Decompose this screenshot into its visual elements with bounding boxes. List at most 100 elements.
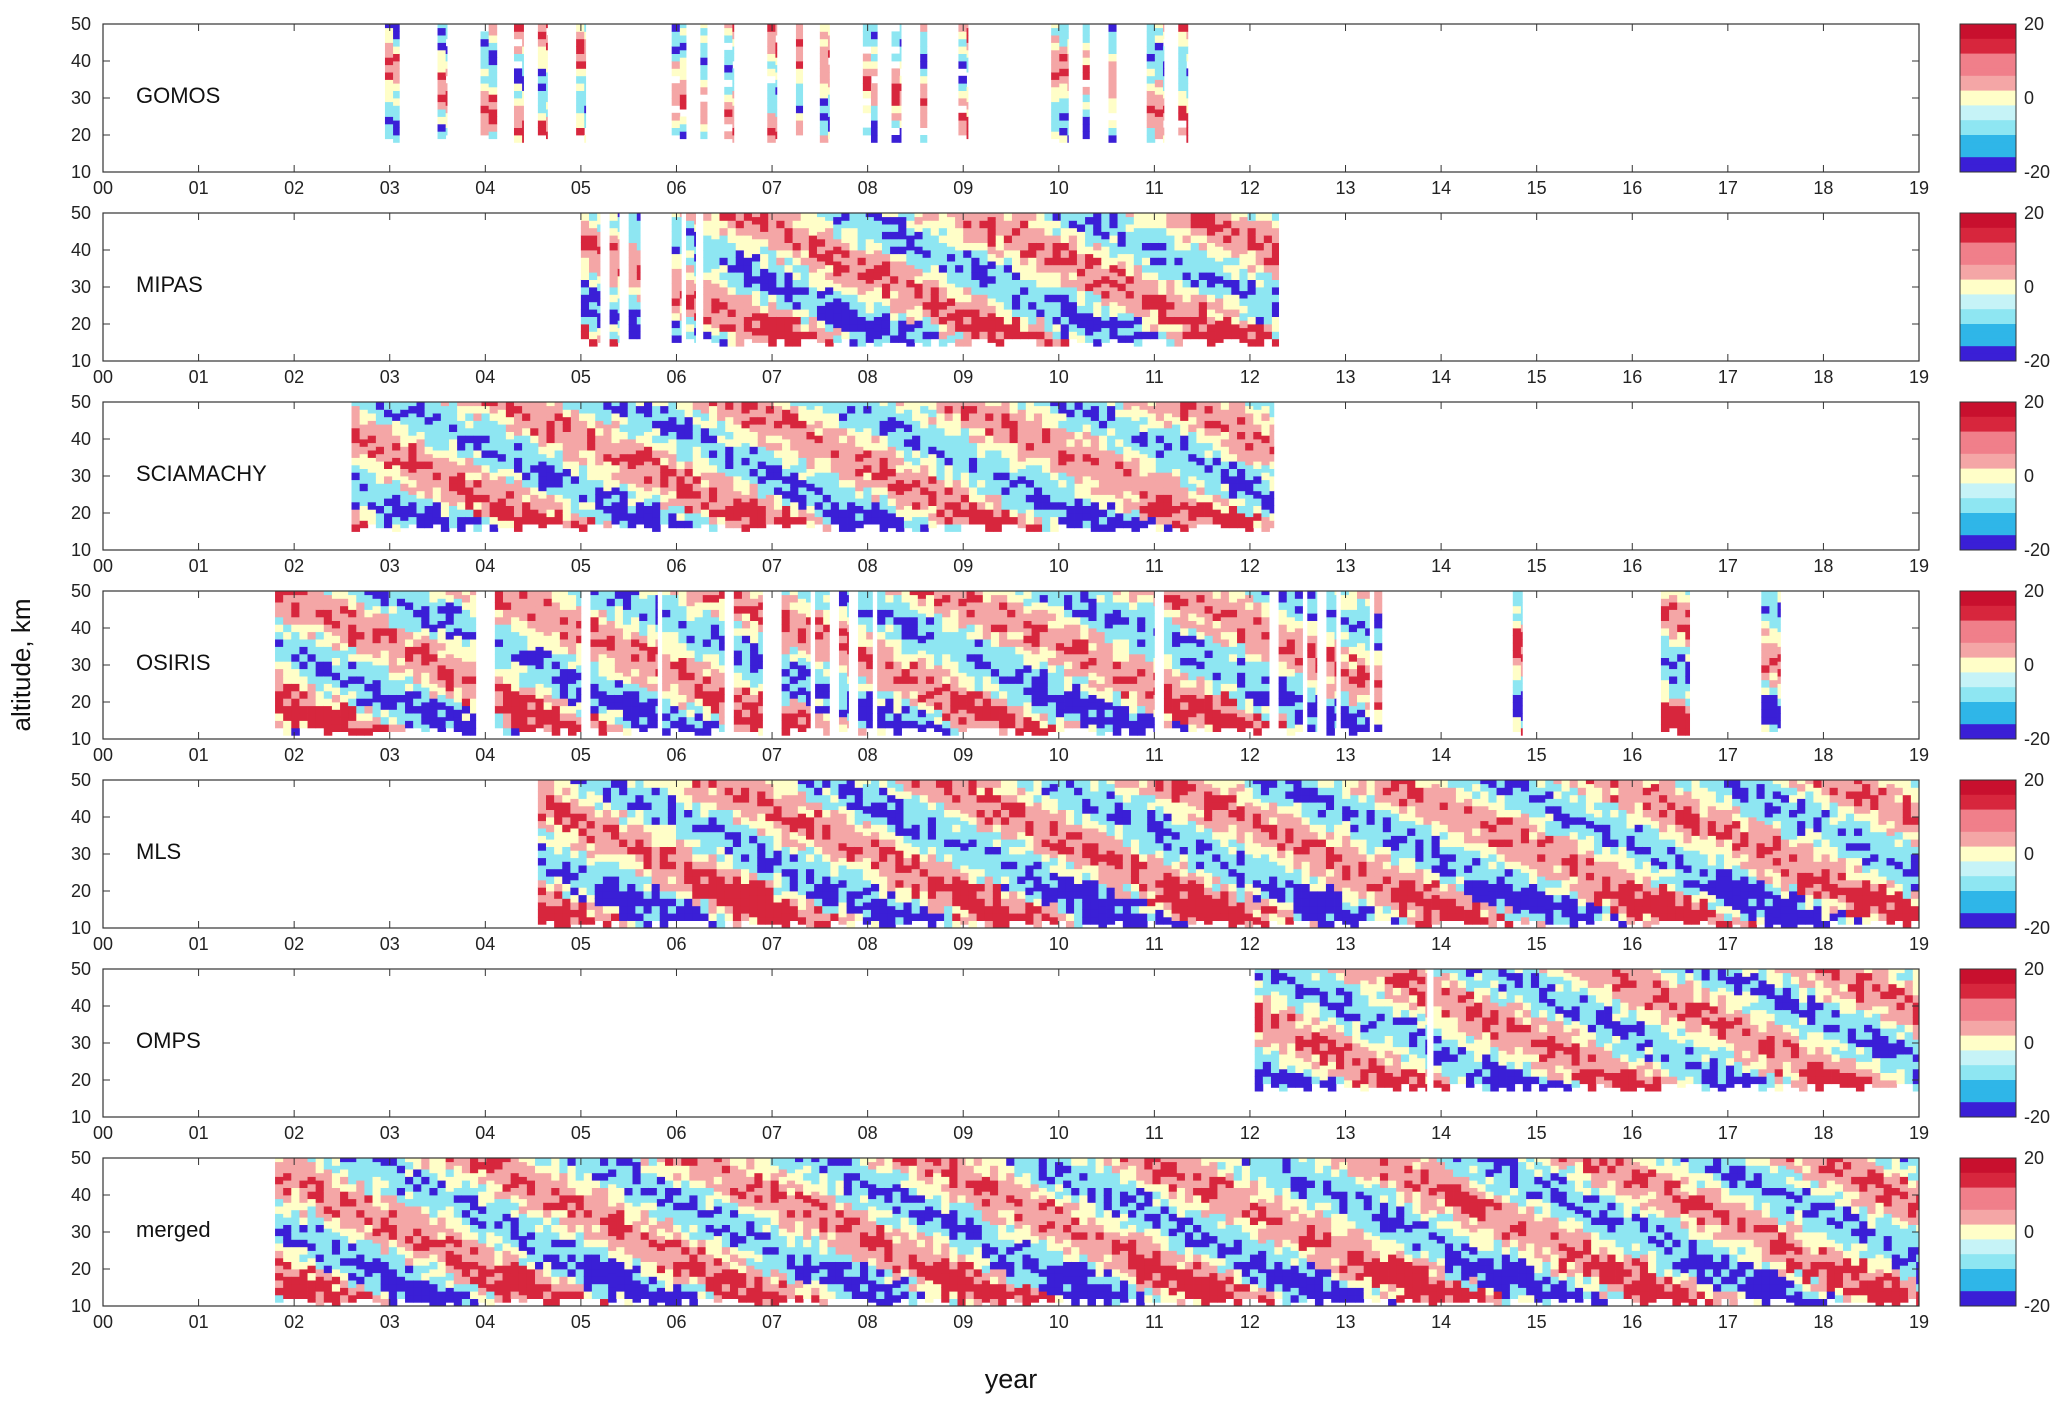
heatmap-cell bbox=[768, 294, 777, 302]
heatmap-cell bbox=[392, 487, 401, 495]
heatmap-cell bbox=[1118, 254, 1127, 262]
heatmap-cell bbox=[576, 39, 585, 47]
heatmap-cell bbox=[1123, 498, 1132, 506]
heatmap-cell bbox=[316, 669, 325, 677]
heatmap-cell bbox=[988, 246, 997, 254]
heatmap-cell bbox=[660, 458, 669, 466]
heatmap-cell bbox=[629, 302, 638, 310]
heatmap-cell bbox=[324, 728, 333, 736]
heatmap-cell bbox=[340, 672, 349, 680]
heatmap-cell bbox=[400, 476, 409, 484]
heatmap-cell bbox=[874, 317, 883, 325]
heatmap-cell bbox=[988, 298, 997, 306]
heatmap-cell bbox=[368, 509, 377, 517]
heatmap-cell bbox=[546, 131, 548, 139]
heatmap-cell bbox=[993, 402, 1002, 406]
heatmap-cell bbox=[1020, 309, 1029, 317]
heatmap-cell bbox=[1172, 432, 1181, 440]
heatmap-cell bbox=[963, 243, 972, 251]
heatmap-cell bbox=[462, 684, 471, 692]
heatmap-cell bbox=[628, 513, 637, 521]
heatmap-cell bbox=[348, 610, 357, 618]
heatmap-cell bbox=[1239, 276, 1248, 284]
heatmap-cell bbox=[1053, 294, 1062, 302]
heatmap-cell bbox=[618, 254, 620, 262]
heatmap-cell bbox=[766, 509, 775, 517]
heatmap-cell bbox=[725, 446, 734, 454]
heatmap-cell bbox=[535, 691, 544, 699]
heatmap-cell bbox=[1012, 280, 1021, 288]
heatmap-cell bbox=[1156, 402, 1165, 406]
heatmap-cell bbox=[1231, 309, 1240, 317]
heatmap-cell bbox=[736, 294, 745, 302]
heatmap-cell bbox=[782, 409, 791, 417]
heatmap-cell bbox=[1109, 265, 1118, 273]
heatmap-cell bbox=[1075, 461, 1084, 469]
heatmap-cell bbox=[752, 313, 761, 321]
heatmap-cell bbox=[672, 239, 681, 247]
heatmap-cell bbox=[465, 450, 474, 458]
heatmap-cell bbox=[498, 513, 507, 521]
heatmap-cell bbox=[784, 228, 793, 236]
heatmap-cell bbox=[906, 287, 915, 295]
heatmap-cell bbox=[733, 520, 742, 528]
heatmap-cell bbox=[1091, 421, 1100, 429]
heatmap-cell bbox=[538, 469, 547, 477]
heatmap-cell bbox=[1213, 406, 1222, 414]
heatmap-cell bbox=[560, 661, 569, 669]
heatmap-cell bbox=[841, 317, 850, 325]
x-tick-label: 05 bbox=[571, 178, 591, 198]
heatmap-cell bbox=[801, 302, 810, 310]
heatmap-cell bbox=[1155, 124, 1164, 132]
heatmap-cell bbox=[709, 413, 718, 421]
heatmap-cell bbox=[389, 695, 398, 703]
colorbar-swatch bbox=[1960, 46, 2016, 54]
heatmap-cell bbox=[1126, 335, 1135, 343]
heatmap-cell bbox=[817, 239, 826, 247]
heatmap-cell bbox=[408, 458, 417, 466]
heatmap-cell bbox=[1183, 280, 1192, 288]
heatmap-cell bbox=[421, 687, 430, 695]
heatmap-cell bbox=[356, 624, 365, 632]
heatmap-cell bbox=[680, 298, 682, 306]
heatmap-cell bbox=[1188, 409, 1197, 417]
heatmap-cell bbox=[393, 24, 400, 32]
heatmap-cell bbox=[535, 684, 544, 692]
heatmap-cell bbox=[1069, 317, 1078, 325]
heatmap-cell bbox=[408, 413, 417, 421]
heatmap-cell bbox=[1026, 487, 1035, 495]
heatmap-cell bbox=[522, 502, 531, 510]
heatmap-cell bbox=[1140, 491, 1149, 499]
heatmap-cell bbox=[831, 517, 840, 525]
heatmap-cell bbox=[1050, 406, 1059, 414]
heatmap-cell bbox=[373, 613, 382, 621]
heatmap-cell bbox=[1028, 287, 1037, 295]
heatmap-cell bbox=[711, 313, 720, 321]
heatmap-cell bbox=[672, 224, 681, 232]
heatmap-cell bbox=[373, 695, 382, 703]
heatmap-cell bbox=[1205, 443, 1214, 451]
colorbar-swatch bbox=[1960, 91, 2016, 99]
heatmap-cell bbox=[400, 469, 409, 477]
heatmap-cell bbox=[457, 509, 466, 517]
heatmap-cell bbox=[686, 309, 695, 317]
heatmap-cell bbox=[1191, 294, 1200, 302]
heatmap-cell bbox=[603, 417, 612, 425]
heatmap-cell bbox=[620, 402, 629, 410]
heatmap-cell bbox=[1034, 472, 1043, 480]
heatmap-cell bbox=[454, 650, 463, 658]
heatmap-cell bbox=[892, 113, 901, 121]
heatmap-cells bbox=[275, 591, 1781, 736]
heatmap-cell bbox=[433, 517, 442, 525]
heatmap-cell bbox=[912, 517, 921, 525]
heatmap-cell bbox=[1205, 435, 1214, 443]
heatmap-cell bbox=[717, 428, 726, 436]
heatmap-cell bbox=[660, 406, 669, 414]
heatmap-cell bbox=[896, 450, 905, 458]
heatmap-cell bbox=[1004, 324, 1013, 332]
heatmap-cell bbox=[693, 424, 702, 432]
heatmap-cell bbox=[389, 665, 398, 673]
heatmap-cell bbox=[1050, 472, 1059, 480]
heatmap-cell bbox=[352, 406, 361, 414]
heatmap-cell bbox=[809, 265, 818, 273]
